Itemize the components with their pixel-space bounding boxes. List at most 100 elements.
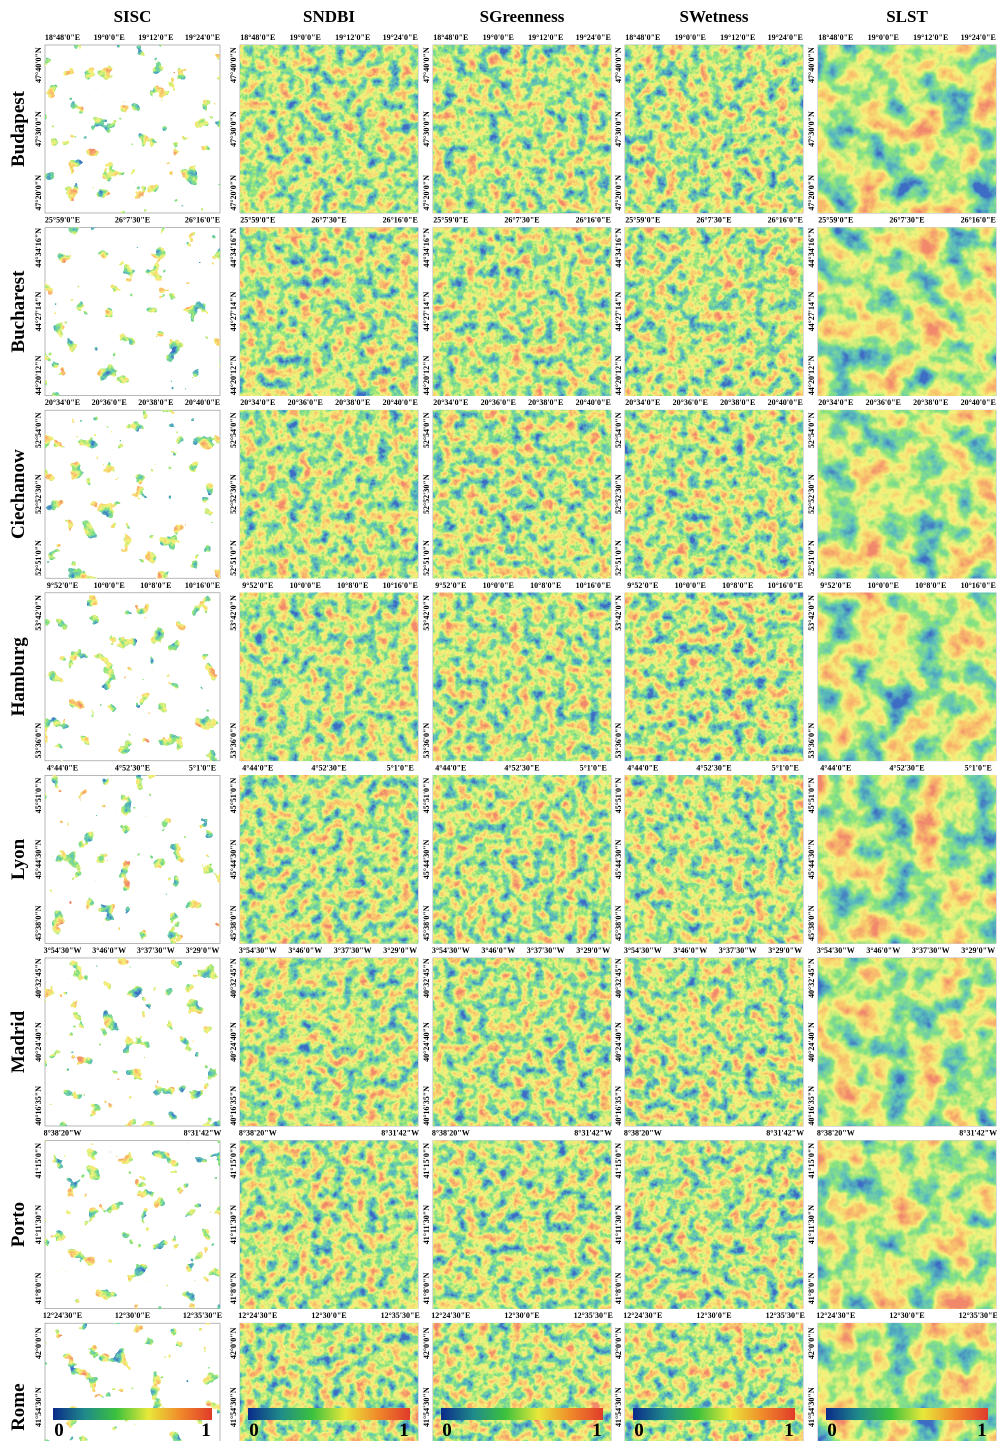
y-coordinate-label: 45°51'0"N [614,778,623,814]
x-coordinate-label: 20°36'0"E [481,398,516,407]
y-coordinate-label: 53°42'0"N [229,595,238,631]
x-coordinate-label: 10°0'0"E [675,581,706,590]
y-coordinate-label: 52°51'0"N [34,540,43,576]
map-image [625,410,803,579]
x-coordinate-label: 5°1'0"E [965,763,992,772]
y-coordinate-label: 53°42'0"N [422,595,431,631]
y-coordinate-label: 40°24'40"N [229,1022,238,1062]
x-coordinate-label: 19°24'0"E [185,33,220,42]
x-coordinate-label: 12°30'0"E [504,1311,539,1320]
x-coordinate-label: 20°34'0"E [240,398,275,407]
x-coordinate-label: 12°30'0"E [311,1311,346,1320]
x-coordinate-label: 25°59'0"E [433,216,468,225]
x-coordinate-label: 3°54'30"W [624,946,662,955]
x-coordinate-label: 9°52'0"E [820,581,851,590]
y-coordinate-label: 44°34'16"N [34,228,43,268]
y-coordinate-label: 53°36'0"N [422,723,431,759]
y-coordinate-label: 40°16'35"N [422,1086,431,1126]
y-coordinate-label: 47°30'0"N [807,111,816,147]
map-image [818,410,996,579]
colorbar-tick-label: 1 [399,1420,409,1441]
y-coordinate-label: 40°32'45"N [614,958,623,998]
colorbar [826,1408,988,1420]
x-coordinate-label: 10°16'0"E [961,581,996,590]
column-header: SNDBI [303,7,355,26]
y-coordinate-label: 52°54'0"N [807,412,816,448]
x-coordinate-label: 5°1'0"E [387,763,414,772]
map-image [818,592,996,761]
y-coordinate-label: 40°32'45"N [422,958,431,998]
y-coordinate-label: 47°30'0"N [422,111,431,147]
row-label: Budapest [8,90,29,167]
map-image [45,592,220,761]
x-coordinate-label: 19°12'0"E [335,33,370,42]
colorbar [633,1408,795,1420]
y-coordinate-label: 47°30'0"N [614,111,623,147]
colorbar-tick-label: 0 [249,1420,259,1441]
x-coordinate-label: 4°52'30"E [115,763,150,772]
row-label: Rome [8,1383,29,1430]
colorbar-tick-label: 0 [634,1420,644,1441]
y-coordinate-label: 40°24'40"N [614,1022,623,1062]
map-image [625,1323,803,1441]
y-coordinate-label: 47°40'0"N [422,47,431,83]
x-coordinate-label: 20°38'0"E [720,398,755,407]
y-coordinate-label: 45°38'0"N [422,905,431,941]
colorbar-tick-label: 1 [784,1420,794,1441]
y-coordinate-label: 45°38'0"N [34,905,43,941]
map-image [818,1140,996,1309]
y-coordinate-label: 40°32'45"N [229,958,238,998]
x-coordinate-label: 12°30'0"E [115,1311,150,1320]
y-coordinate-label: 45°38'0"N [614,905,623,941]
x-coordinate-label: 20°38'0"E [913,398,948,407]
x-coordinate-label: 19°0'0"E [483,33,514,42]
y-coordinate-label: 41°11'30"N [229,1205,238,1244]
x-coordinate-label: 26°7'30"E [504,216,539,225]
colorbar-tick-label: 0 [54,1420,64,1441]
y-coordinate-label: 45°38'0"N [807,905,816,941]
y-coordinate-label: 47°20'0"N [614,175,623,211]
y-coordinate-label: 44°27'14"N [229,292,238,332]
x-coordinate-label: 10°8'0"E [915,581,946,590]
x-coordinate-label: 20°34'0"E [45,398,80,407]
y-coordinate-label: 45°38'0"N [229,905,238,941]
row-label: Madrid [8,1010,29,1073]
x-coordinate-label: 26°7'30"E [115,216,150,225]
x-coordinate-label: 12°24'30"E [431,1311,470,1320]
x-coordinate-label: 18°48'0"E [45,33,80,42]
y-coordinate-label: 52°54'0"N [422,412,431,448]
map-image [433,410,611,579]
y-coordinate-label: 40°24'40"N [807,1022,816,1062]
column-header: SISC [114,7,152,26]
y-coordinate-label: 52°52'30"N [229,474,238,514]
y-coordinate-label: 47°20'0"N [229,175,238,211]
x-coordinate-label: 8°38'20"W [239,1129,277,1138]
y-coordinate-label: 41°54'30"N [34,1387,43,1427]
y-coordinate-label: 44°27'14"N [34,292,43,332]
y-coordinate-label: 41°11'30"N [34,1205,43,1244]
x-coordinate-label: 20°40'0"E [185,398,220,407]
y-coordinate-label: 40°24'40"N [34,1022,43,1062]
x-coordinate-label: 10°8'0"E [530,581,561,590]
x-coordinate-label: 26°16'0"E [383,216,418,225]
y-coordinate-label: 45°44'30"N [422,839,431,879]
y-coordinate-label: 47°30'0"N [229,111,238,147]
x-coordinate-label: 8°38'20"W [624,1129,662,1138]
x-coordinate-label: 3°29'0"W [768,946,802,955]
y-coordinate-label: 41°54'30"N [807,1387,816,1427]
column-header: SWetness [680,7,749,26]
x-coordinate-label: 19°24'0"E [576,33,611,42]
y-coordinate-label: 53°42'0"N [807,595,816,631]
x-coordinate-label: 20°38'0"E [138,398,173,407]
x-coordinate-label: 12°30'0"E [696,1311,731,1320]
map-image [433,1323,611,1441]
x-coordinate-label: 19°0'0"E [94,33,125,42]
x-coordinate-label: 19°0'0"E [290,33,321,42]
colorbar-tick-label: 1 [201,1420,211,1441]
map-image [45,1140,220,1309]
y-coordinate-label: 47°20'0"N [807,175,816,211]
y-coordinate-label: 41°54'30"N [422,1387,431,1427]
map-image [240,227,418,396]
x-coordinate-label: 10°16'0"E [383,581,418,590]
y-coordinate-label: 45°51'0"N [422,778,431,814]
